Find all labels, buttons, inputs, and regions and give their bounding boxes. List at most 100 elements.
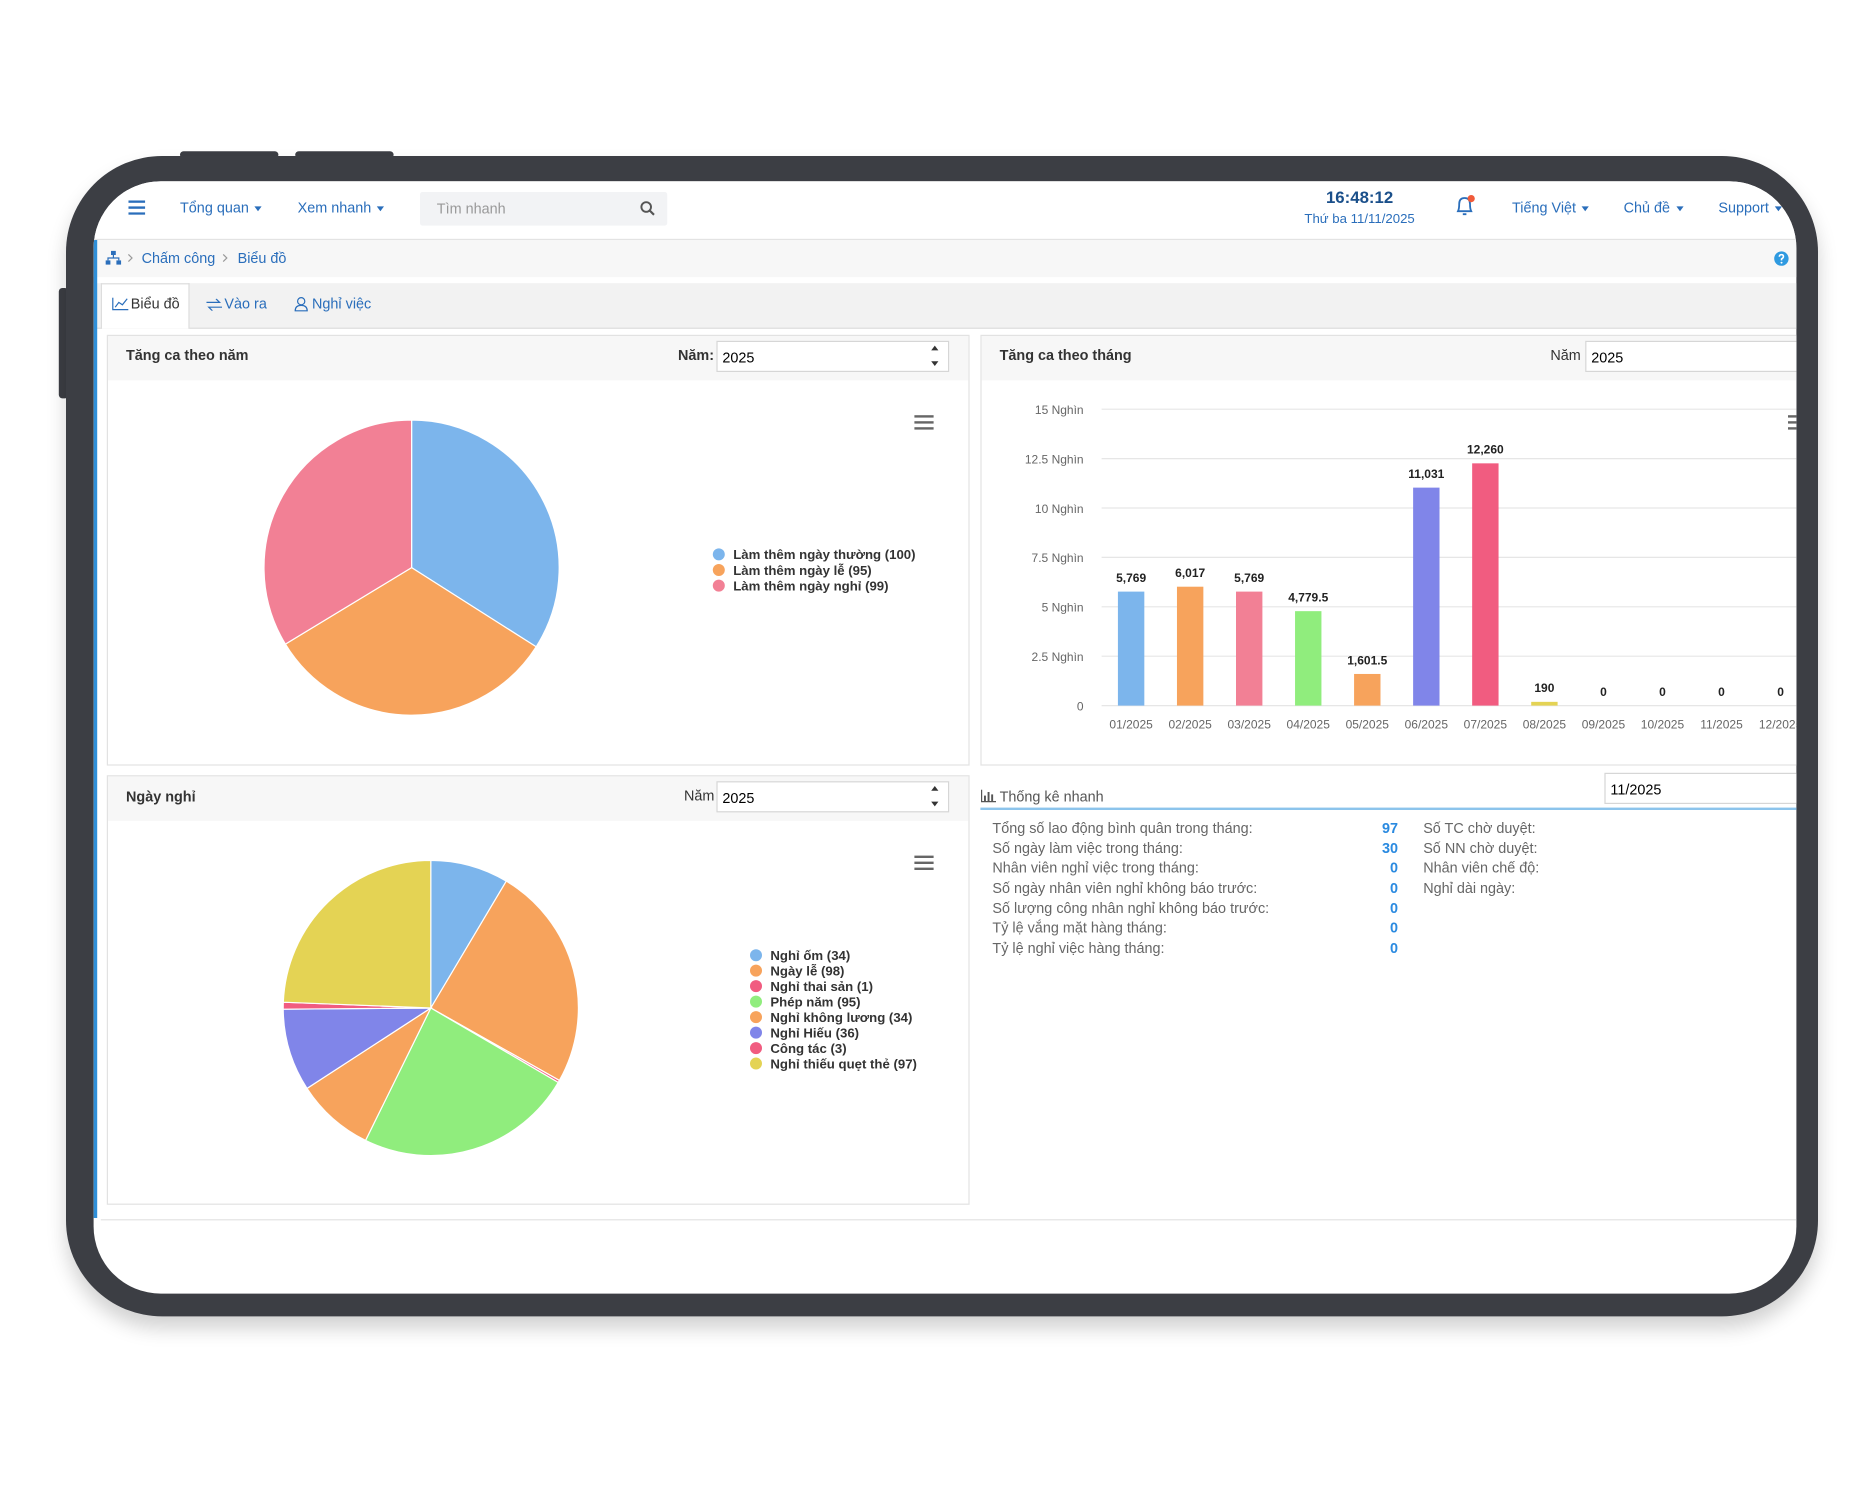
y-tick-label: 15 Nghìn bbox=[1035, 403, 1084, 417]
nav-menu[interactable]: Tổng quan bbox=[180, 199, 262, 216]
stat-label: Số NN chờ duyệt: bbox=[1423, 839, 1538, 857]
x-tick-label: 02/2025 bbox=[1168, 717, 1212, 731]
legend-symbol bbox=[750, 1011, 762, 1024]
bar bbox=[1117, 591, 1145, 706]
y-tick-label: 5 Nghìn bbox=[1042, 601, 1084, 615]
clock-date: Thứ ba 11/11/2025 bbox=[1304, 212, 1415, 227]
device-button bbox=[58, 288, 69, 399]
stat-value: 0 bbox=[1389, 939, 1398, 957]
help-icon[interactable] bbox=[1774, 251, 1790, 267]
value-label: 190 bbox=[1534, 681, 1554, 695]
x-tick-label: 05/2025 bbox=[1346, 717, 1390, 731]
x-tick-label: 09/2025 bbox=[1582, 717, 1626, 731]
value-label: 11,031 bbox=[1408, 467, 1444, 481]
month-select[interactable]: 11/2025 bbox=[1604, 772, 1797, 805]
notification-bell[interactable] bbox=[1453, 194, 1477, 218]
legend-symbol bbox=[750, 1042, 762, 1055]
legend-symbol bbox=[750, 995, 762, 1008]
x-tick-label: 08/2025 bbox=[1523, 717, 1567, 731]
legend-label: Làm thêm ngày thường (100) bbox=[733, 547, 915, 562]
search-box[interactable] bbox=[420, 192, 668, 226]
stat-label: Tỷ lệ nghỉ việc hàng tháng: bbox=[992, 939, 1165, 957]
tab-active[interactable] bbox=[100, 283, 190, 329]
legend-label: Nghỉ không lương (34) bbox=[770, 1010, 912, 1025]
legend-symbol bbox=[712, 548, 725, 561]
value-label: 6,017 bbox=[1175, 566, 1205, 580]
stat-value: 97 bbox=[1381, 819, 1398, 837]
x-tick-label: 11/2025 bbox=[1700, 717, 1743, 731]
legend-label: Công tác (3) bbox=[770, 1041, 846, 1056]
value-label: 0 bbox=[1777, 685, 1784, 699]
legend-symbol bbox=[750, 1057, 762, 1070]
menu-icon[interactable] bbox=[128, 200, 146, 215]
search-placeholder: Tìm nhanh bbox=[436, 200, 506, 218]
legend-label: Nghỉ thai sản (1) bbox=[770, 979, 873, 994]
tab-icon bbox=[112, 297, 129, 311]
breadcrumb-bar bbox=[93, 240, 1797, 278]
legend-label: Ngày lễ (98) bbox=[770, 963, 844, 978]
legend-label: Nghỉ ốm (34) bbox=[770, 948, 850, 963]
app: Tổng quan Xem nhanh Tìm nhanh 16:48:12 T… bbox=[93, 181, 1797, 1293]
year-select[interactable]: 2025 bbox=[1585, 340, 1797, 372]
breadcrumb-link[interactable]: Chấm công bbox=[141, 249, 216, 267]
value-label: 0 bbox=[1718, 685, 1725, 699]
stat-label: Số TC chờ duyệt: bbox=[1423, 819, 1536, 837]
nav-menu[interactable]: Chủ đề bbox=[1624, 199, 1684, 216]
tab-icon bbox=[294, 297, 308, 312]
pie-slice bbox=[282, 859, 432, 1009]
panel bbox=[980, 334, 1797, 766]
y-tick-label: 0 bbox=[1077, 699, 1084, 713]
legend-label: Nghỉ Hiếu (36) bbox=[770, 1025, 859, 1040]
stat-value: 0 bbox=[1389, 919, 1398, 937]
tab[interactable]: Nghỉ việc bbox=[312, 295, 372, 312]
stat-value: 30 bbox=[1381, 839, 1398, 857]
year-label: Năm bbox=[1550, 346, 1581, 364]
chart-menu[interactable] bbox=[914, 415, 1797, 871]
value-label: 0 bbox=[1600, 685, 1607, 699]
year-select[interactable]: 2025 bbox=[716, 781, 950, 813]
legend-symbol bbox=[750, 1026, 762, 1039]
nav-menu[interactable]: Xem nhanh bbox=[298, 199, 385, 216]
pie-slice bbox=[284, 566, 537, 716]
y-tick-label: 10 Nghìn bbox=[1035, 502, 1084, 516]
pie-slice bbox=[411, 419, 560, 648]
nav-menu[interactable]: Support bbox=[1718, 199, 1782, 216]
spinner[interactable] bbox=[931, 345, 939, 807]
bar bbox=[1295, 611, 1322, 706]
stat-label: Số ngày làm việc trong tháng: bbox=[992, 839, 1183, 857]
pie-slice bbox=[429, 880, 579, 1082]
x-tick-label: 07/2025 bbox=[1464, 717, 1508, 731]
tab[interactable]: Biểu đồ bbox=[130, 295, 180, 312]
tab-icon bbox=[206, 298, 223, 311]
tab[interactable]: Vào ra bbox=[224, 295, 267, 312]
device-button bbox=[295, 151, 394, 159]
panel-title: Ngày nghỉ bbox=[126, 788, 196, 806]
x-tick-label: 10/2025 bbox=[1641, 717, 1685, 731]
stat-label: Nhân viên chế độ: bbox=[1423, 859, 1540, 877]
search-icon[interactable] bbox=[640, 200, 657, 217]
y-tick-label: 7.5 Nghìn bbox=[1032, 551, 1084, 565]
value-label: 4,779.5 bbox=[1288, 591, 1328, 605]
content-bottom-line bbox=[100, 1219, 1797, 1221]
year-label: Năm: bbox=[678, 346, 715, 364]
tab-strip bbox=[93, 283, 1797, 329]
y-tick-label: 2.5 Nghìn bbox=[1032, 650, 1084, 664]
stat-value: 0 bbox=[1389, 899, 1398, 917]
panel-title: Tăng ca theo tháng bbox=[999, 346, 1132, 364]
value-label: 5,769 bbox=[1234, 571, 1264, 585]
stat-value: 0 bbox=[1389, 859, 1398, 877]
value-label: 5,769 bbox=[1116, 571, 1146, 585]
screen: Tổng quan Xem nhanh Tìm nhanh 16:48:12 T… bbox=[93, 181, 1797, 1294]
stat-value: 0 bbox=[1389, 879, 1398, 897]
x-tick-label: 12/2025 bbox=[1759, 717, 1797, 731]
legend-label: Phép năm (95) bbox=[770, 994, 860, 1009]
nav-menu[interactable]: Tiếng Việt bbox=[1512, 199, 1589, 216]
stat-label: Số ngày nhân viên nghỉ không báo trước: bbox=[992, 879, 1258, 897]
year-select[interactable]: 2025 bbox=[716, 340, 950, 372]
legend-label: Làm thêm ngày lễ (95) bbox=[733, 563, 872, 578]
x-tick-label: 03/2025 bbox=[1228, 717, 1272, 731]
bar bbox=[1236, 591, 1263, 706]
